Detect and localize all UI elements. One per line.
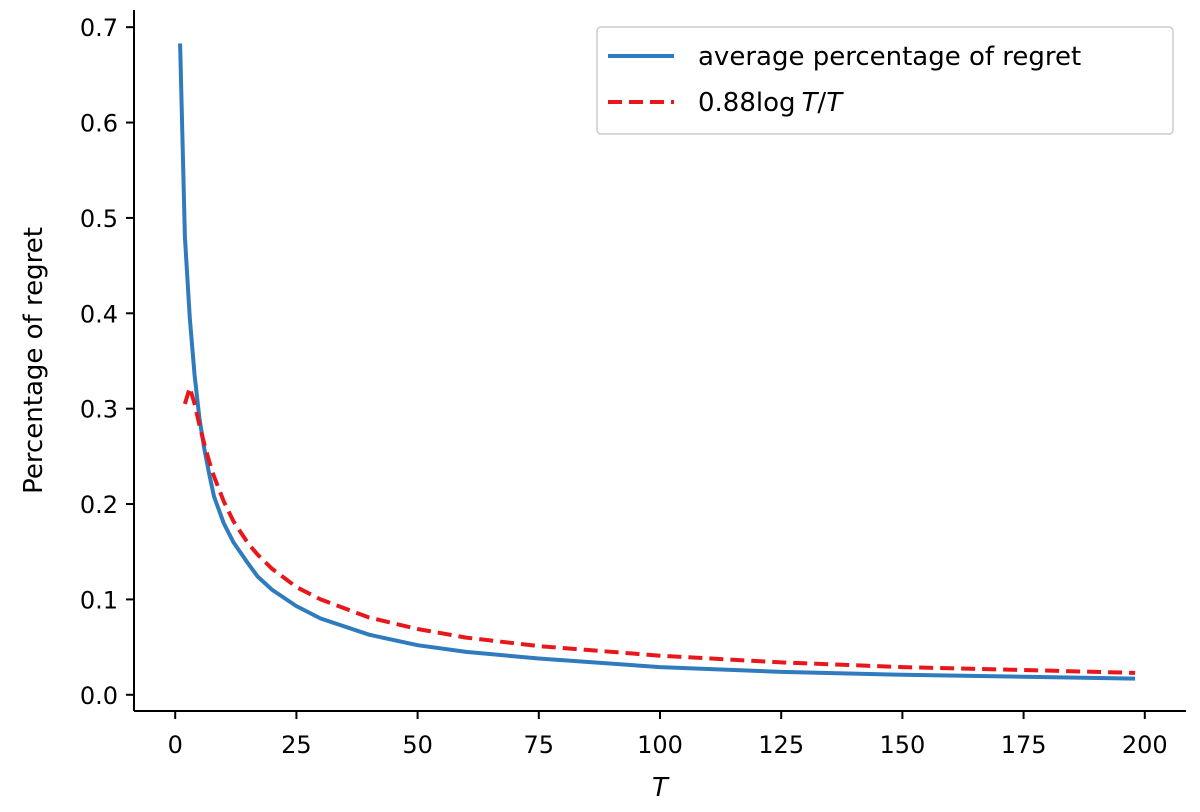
x-axis-ticks: 0 25 50 75 100 125 150 175 200: [168, 711, 1168, 759]
legend-label-bound: 0.88log T/T: [698, 88, 844, 118]
y-tick-label: 0.5: [80, 205, 118, 233]
series-line-bound: [182, 385, 1136, 675]
x-tick-label: 125: [758, 731, 804, 759]
x-tick-label: 75: [524, 731, 555, 759]
series-line-regret: [178, 43, 1136, 681]
x-tick-label: 175: [1001, 731, 1047, 759]
legend: average percentage of regret 0.88log T/T: [596, 26, 1174, 135]
legend-label-bound-main: 0.88log: [698, 88, 796, 118]
y-tick-label: 0.6: [80, 110, 118, 138]
x-tick-label: 200: [1122, 731, 1168, 759]
y-tick-label: 0.0: [80, 682, 118, 710]
legend-label-regret: average percentage of regret: [698, 42, 1081, 72]
legend-label-bound-slash: /: [817, 88, 826, 118]
y-tick-label: 0.4: [80, 300, 118, 328]
legend-frame: [596, 26, 1174, 135]
y-tick-label: 0.7: [80, 14, 118, 42]
x-tick-label: 0: [168, 731, 183, 759]
y-tick-label: 0.3: [80, 396, 118, 424]
y-axis-label: Percentage of regret: [19, 227, 49, 494]
y-tick-label: 0.1: [80, 586, 118, 614]
x-tick-label: 150: [879, 731, 925, 759]
plot-lines: [178, 43, 1136, 681]
legend-label-bound-var1: T: [802, 88, 820, 118]
legend-label-bound-var2: T: [826, 88, 844, 118]
x-axis-label: T: [652, 773, 670, 803]
y-axis-ticks: 0.0 0.1 0.2 0.3 0.4 0.5 0.6 0.7: [80, 14, 134, 710]
x-tick-label: 100: [637, 731, 683, 759]
x-tick-label: 50: [402, 731, 433, 759]
y-tick-label: 0.2: [80, 491, 118, 519]
x-tick-label: 25: [281, 731, 312, 759]
